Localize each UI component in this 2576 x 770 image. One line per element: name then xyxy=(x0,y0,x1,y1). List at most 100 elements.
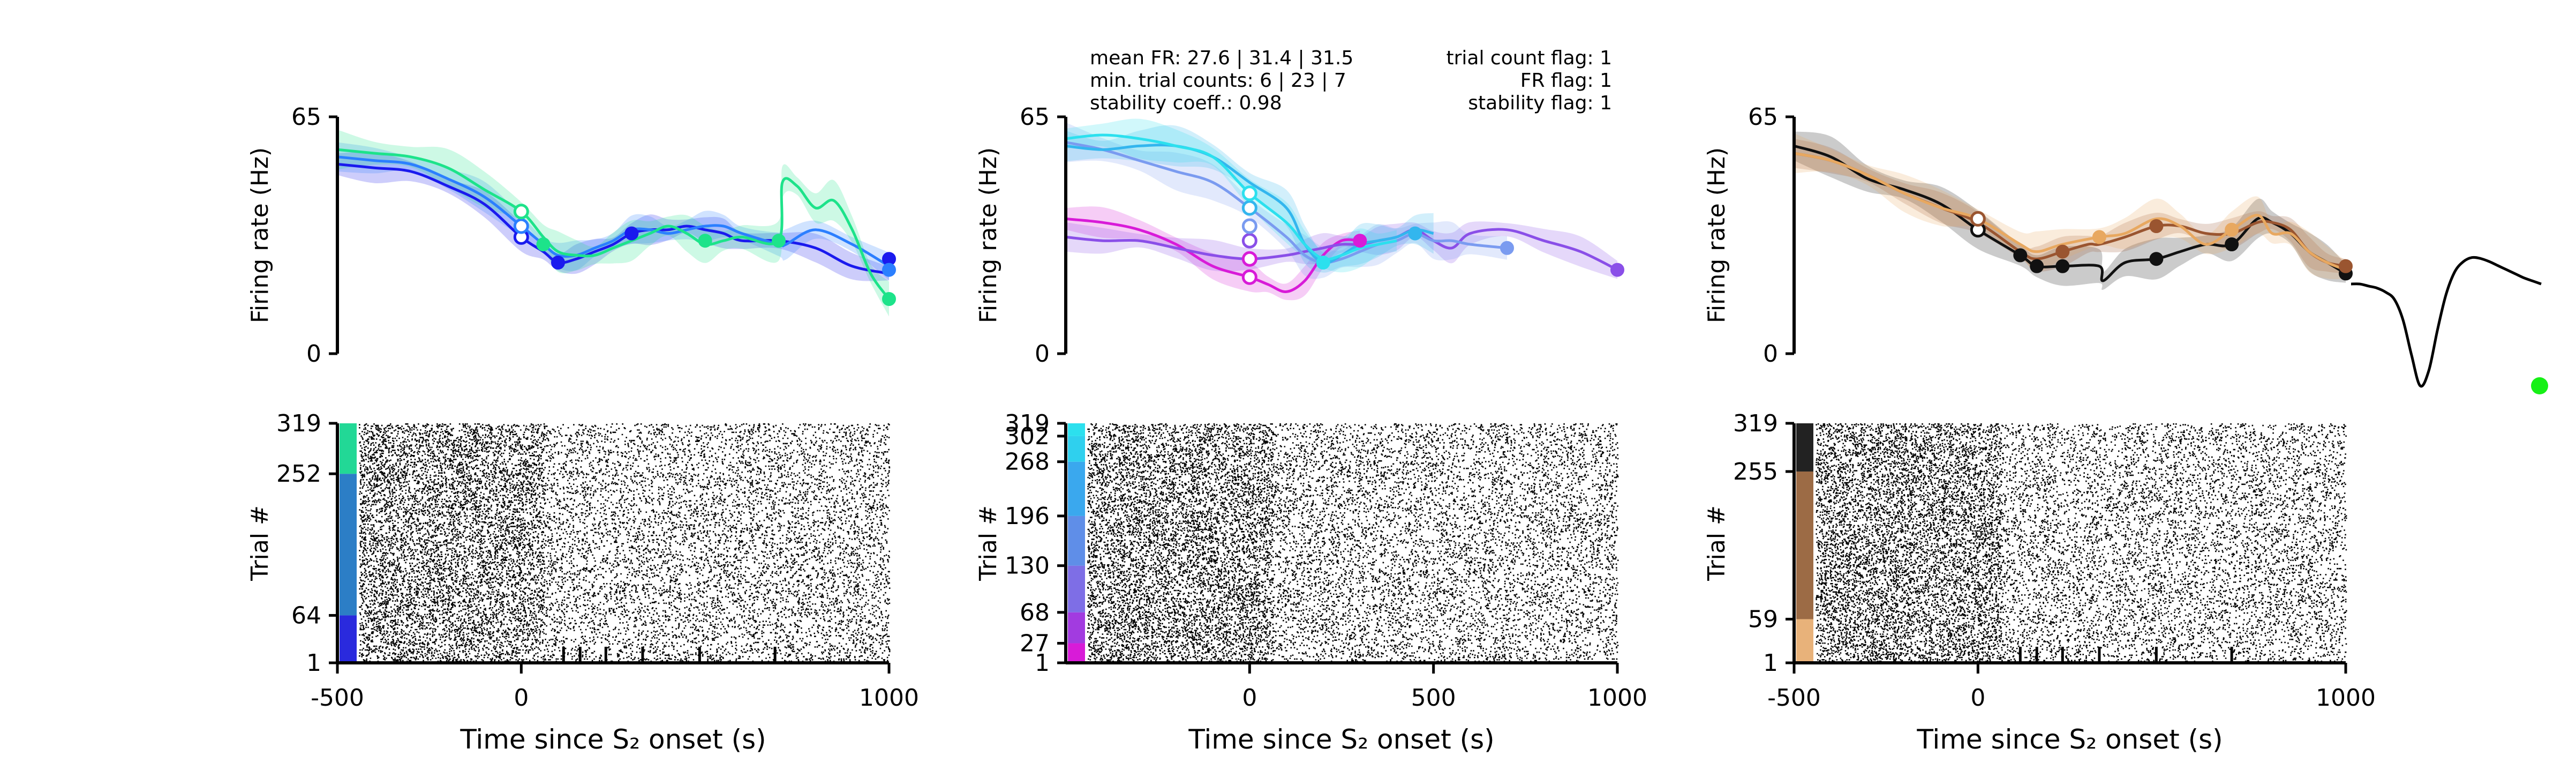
condition-band-1 xyxy=(340,474,357,616)
raster-y-tick-label-3: 130 xyxy=(1005,552,1050,580)
x-tick-label-2: 1000 xyxy=(2316,684,2376,712)
x-tick-label-0: -500 xyxy=(1767,684,1821,712)
condition-band-0 xyxy=(1068,643,1085,663)
marker-5 xyxy=(2149,252,2164,266)
x-tick-label-1: 500 xyxy=(1411,684,1456,712)
stats-trial-count-flag: trial count flag: 1 xyxy=(1447,47,1613,69)
raster-y-tick-label-5: 268 xyxy=(1005,448,1050,476)
marker-9 xyxy=(1500,241,1514,255)
panel-left: 0 65 Firing rate (Hz) 1 64 252 319 Trial # -500 0… xyxy=(246,103,919,755)
raster-y-tick-label-1: 64 xyxy=(291,602,321,629)
marker-5 xyxy=(1241,185,1257,201)
y-tick-label-0: 0 xyxy=(1763,340,1778,368)
sem-band-0 xyxy=(337,152,889,281)
marker-6 xyxy=(2225,237,2239,251)
sem-band-1 xyxy=(337,142,889,280)
marker-7 xyxy=(1353,234,1367,248)
x-axis-label: Time since S₂ onset (s) xyxy=(1188,724,1494,755)
y-tick-label-1: 65 xyxy=(1748,103,1778,131)
x-tick-label-0: 0 xyxy=(1242,684,1257,712)
y-tick-label-1: 65 xyxy=(291,103,321,131)
spike-raster xyxy=(1816,423,2347,664)
panel-right: 0 65 Firing rate (Hz) 1 59 255 319 Trial # -500 0… xyxy=(1703,103,2376,755)
y-tick-label-1: 65 xyxy=(1020,103,1050,131)
raster-y-tick-label-4: 196 xyxy=(1005,503,1050,530)
condition-band-5 xyxy=(1068,436,1085,462)
marker-3 xyxy=(1241,218,1257,234)
stats-fr-flag: FR flag: 1 xyxy=(1520,70,1612,92)
unit-indicator-dot xyxy=(2531,377,2548,394)
raster-y-tick-label-0: 1 xyxy=(306,649,321,677)
marker-7 xyxy=(536,237,551,251)
x-axis-label: Time since S₂ onset (s) xyxy=(1916,724,2223,755)
marker-1 xyxy=(1970,211,1986,227)
marker-9 xyxy=(2149,219,2164,233)
raster-y-axis-label: Trial # xyxy=(975,505,1002,581)
raster-y-tick-label-3: 319 xyxy=(1733,410,1778,437)
raster-y-tick-label-2: 252 xyxy=(276,460,321,488)
marker-1 xyxy=(513,218,529,234)
stats-stability-flag: stability flag: 1 xyxy=(1468,92,1612,114)
x-tick-label-1: 0 xyxy=(1970,684,1985,712)
marker-3 xyxy=(2030,259,2044,273)
marker-1 xyxy=(1241,251,1257,267)
marker-4 xyxy=(2055,259,2070,273)
sem-band-2 xyxy=(337,130,889,317)
condition-band-1 xyxy=(1796,471,1813,619)
marker-5 xyxy=(882,263,896,277)
firing-rate-plot: 0 65 Firing rate (Hz) xyxy=(975,103,1624,368)
raster-y-tick-label-7: 319 xyxy=(1005,410,1050,437)
stats-min-trial-counts: min. trial counts: 6 | 23 | 7 xyxy=(1090,70,1346,92)
raster-y-axis-label: Trial # xyxy=(246,505,274,581)
marker-8 xyxy=(624,226,639,241)
raster-y-axis-label: Trial # xyxy=(1703,505,1730,581)
condition-band-2 xyxy=(1796,423,1813,472)
marker-10 xyxy=(1610,263,1624,277)
marker-2 xyxy=(513,204,529,220)
condition-band-1 xyxy=(1068,612,1085,644)
raster-plot: 1 64 252 319 Trial # -500 0 1000 Time since S₂ o… xyxy=(246,410,919,755)
marker-0 xyxy=(1241,269,1257,285)
firing-rate-plot: 0 65 Firing rate (Hz) xyxy=(246,103,896,368)
raster-y-tick-label-3: 319 xyxy=(276,410,321,437)
marker-2 xyxy=(2013,248,2028,263)
marker-10 xyxy=(772,234,786,248)
x-tick-label-2: 1000 xyxy=(859,684,919,712)
x-tick-label-2: 1000 xyxy=(1587,684,1647,712)
spike-waveform xyxy=(2351,256,2542,388)
sem-band-1 xyxy=(1794,138,2346,274)
marker-8 xyxy=(1408,226,1422,241)
condition-band-4 xyxy=(1068,461,1085,516)
raster-plot: 1 59 255 319 Trial # -500 0 1000 Time since S₂ o… xyxy=(1703,410,2376,755)
x-tick-label-1: 0 xyxy=(514,684,529,712)
marker-10 xyxy=(2092,230,2106,244)
marker-2 xyxy=(1241,233,1257,249)
x-tick-label-0: -500 xyxy=(311,684,364,712)
sem-band-4 xyxy=(1066,118,1397,273)
y-tick-label-0: 0 xyxy=(1035,340,1050,368)
sem-band-3 xyxy=(1066,125,1434,273)
spike-raster xyxy=(1087,423,1619,664)
marker-6 xyxy=(882,292,896,306)
marker-9 xyxy=(698,234,712,248)
stats-stability-coeff: stability coeff.: 0.98 xyxy=(1090,92,1282,114)
marker-3 xyxy=(551,256,565,270)
series-line-4 xyxy=(1065,133,1397,261)
raster-y-tick-label-0: 1 xyxy=(1763,649,1778,677)
sem-band-2 xyxy=(1794,133,2346,279)
stats-box: mean FR: 27.6 | 31.4 | 31.5 min. trial c… xyxy=(1090,47,1612,114)
raster-y-tick-label-1: 27 xyxy=(1020,630,1050,657)
condition-band-2 xyxy=(340,423,357,474)
raster-y-tick-label-1: 59 xyxy=(1748,605,1778,633)
condition-band-3 xyxy=(1068,515,1085,566)
marker-8 xyxy=(2055,244,2070,259)
condition-band-6 xyxy=(1068,423,1085,436)
condition-band-0 xyxy=(1796,619,1813,663)
x-axis-label: Time since S₂ onset (s) xyxy=(460,724,766,755)
raster-y-tick-label-6: 302 xyxy=(1005,423,1050,450)
y-axis-label: Firing rate (Hz) xyxy=(1703,147,1730,323)
